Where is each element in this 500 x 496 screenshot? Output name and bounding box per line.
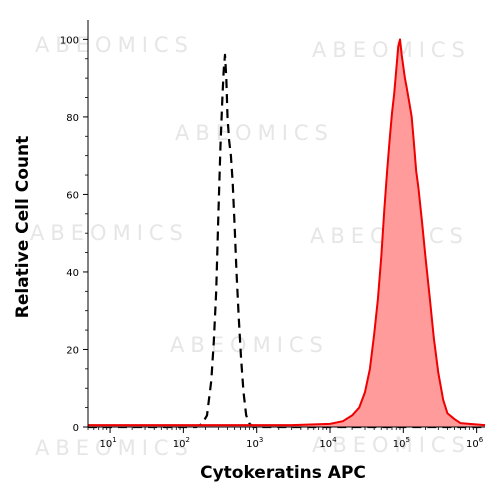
watermark-text: ABEOMICS <box>175 121 334 145</box>
y-tick-label: 60 <box>66 190 79 201</box>
x-tick-label: 102 <box>173 436 190 450</box>
series-layer <box>88 38 486 429</box>
x-tick-label: 104 <box>319 436 337 450</box>
watermark-text: ABEOMICS <box>312 433 471 457</box>
x-tick-label: 101 <box>99 436 116 450</box>
y-tick-label: 0 <box>73 423 79 434</box>
y-tick-label: 80 <box>66 113 79 124</box>
series-0-line <box>88 53 485 429</box>
series-1-area <box>88 39 485 428</box>
watermark-text: ABEOMICS <box>30 221 189 245</box>
y-tick-label: 40 <box>66 268 79 279</box>
watermark-text: ABEOMICS <box>170 333 329 357</box>
x-tick-label: 103 <box>246 436 263 450</box>
y-tick-label: 20 <box>66 345 79 356</box>
watermark-text: ABEOMICS <box>35 436 194 460</box>
y-axis-title: Relative Cell Count <box>13 136 33 318</box>
series-1-line <box>88 38 486 427</box>
watermark-text: ABEOMICS <box>312 38 471 62</box>
axes-layer: 0 20 40 60 80 100 101 102 103 104 105 106 <box>60 20 485 450</box>
x-tick-label: 106 <box>466 436 484 450</box>
y-tick-label: 100 <box>60 35 79 46</box>
x-axis-title: Cytokeratins APC <box>200 463 366 483</box>
watermark-text: ABEOMICS <box>35 33 194 57</box>
x-tick-label: 105 <box>393 436 410 450</box>
